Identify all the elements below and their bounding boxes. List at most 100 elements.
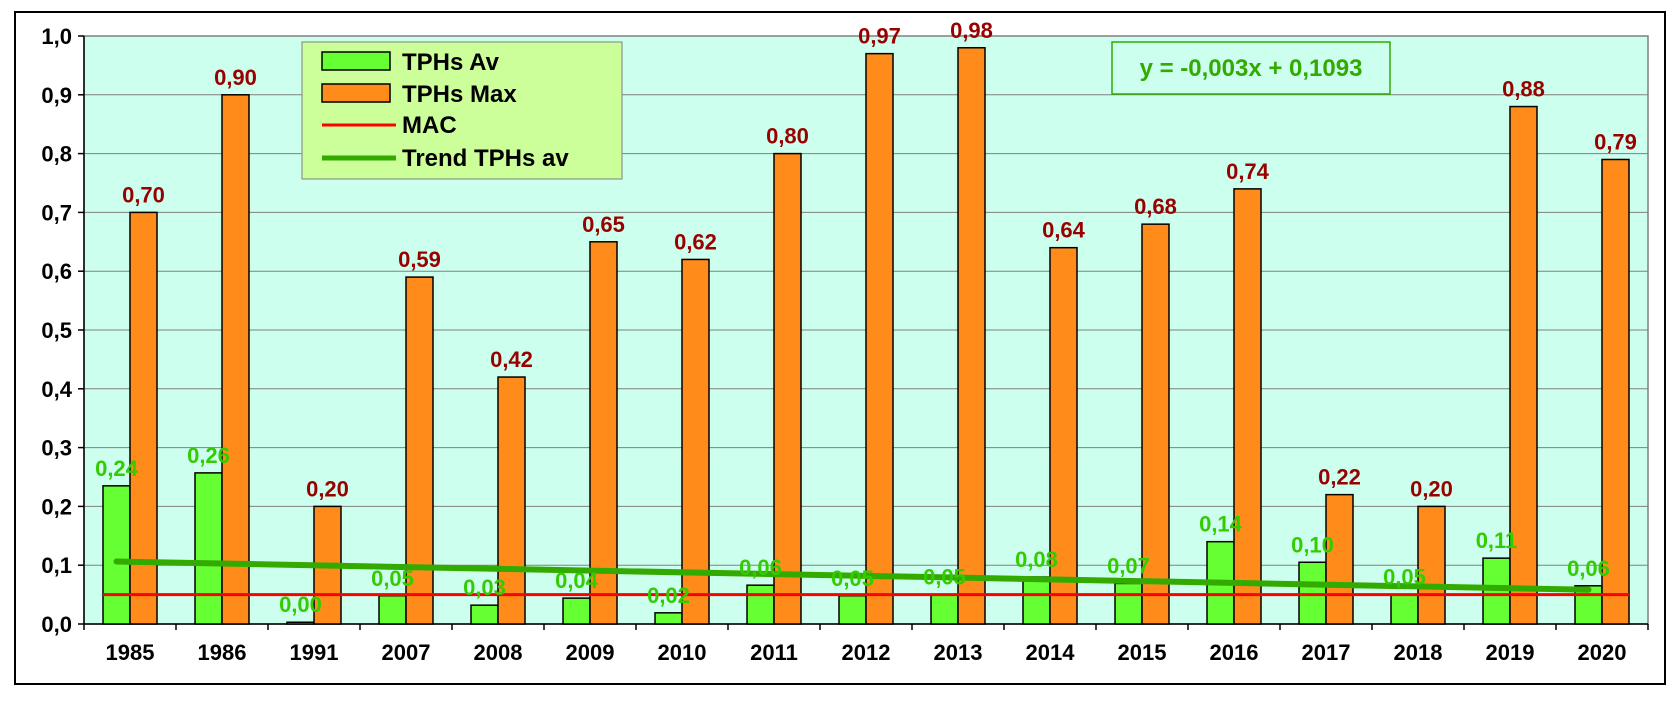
data-label-tphs-max: 0,74 [1226,159,1270,184]
legend-label-tphs-av: TPHs Av [402,49,500,76]
data-label-tphs-max: 0,68 [1134,194,1177,219]
data-label-tphs-max: 0,79 [1594,129,1637,154]
y-tick-label: 0,7 [41,200,72,225]
data-label-tphs-av: 0,07 [1107,553,1150,578]
bar-tphs-max [773,152,802,625]
y-tick-label: 0,9 [41,83,72,108]
data-labels: 0,24 0,70 0,26 0,90 0,00 0,20 0,05 0,59 0,03 0,42… [95,18,1637,617]
data-label-tphs-av: 0,06 [739,555,782,580]
y-tick-label: 0,5 [41,318,72,343]
bar-tphs-av [102,485,131,625]
x-tick-label: 2009 [566,640,615,665]
bar-tphs-max [865,52,894,625]
y-tick-label: 0,2 [41,494,72,519]
trend-equation-box [1111,41,1391,95]
trend-equation-label: y = -0,003x + 0,1093 [1140,55,1363,82]
x-axis-ticks: 1985 1986 1991 2007 2008 2009 2010 2011 2012 2013… [83,624,1649,665]
data-label-tphs-max: 0,62 [674,229,717,254]
y-tick-label: 0,1 [41,553,72,578]
data-label-tphs-av: 0,24 [95,456,139,481]
legend: TPHs Av TPHs Max MAC Trend TPHs av [301,41,623,180]
legend-swatch-tphs-av [321,51,391,71]
x-tick-label: 2019 [1486,640,1535,665]
data-label-tphs-av: 0,10 [1291,532,1334,557]
data-label-tphs-av: 0,05 [831,566,874,591]
bar-tphs-av [1114,582,1143,625]
trend-line [113,558,1592,593]
data-label-tphs-av: 0,06 [1567,556,1610,581]
legend-swatch-tphs-max [321,83,391,103]
bar-tphs-max [1233,188,1262,625]
y-tick-label: 0,6 [41,259,72,284]
data-label-tphs-max: 0,97 [858,24,901,49]
y-tick-label: 0,4 [41,377,72,402]
legend-label-trend: Trend TPHs av [402,145,569,172]
bar-tphs-max [1509,105,1538,625]
trend-equation: y = -0,003x + 0,1093 [1111,41,1391,95]
bar-tphs-max [589,241,618,625]
legend-label-tphs-max: TPHs Max [402,81,517,108]
x-tick-label: 2016 [1210,640,1259,665]
bar-tphs-av [838,595,867,625]
bar-tphs-max [957,47,986,625]
bar-tphs-max [129,211,158,625]
bar-tphs-av [562,597,591,625]
bar-tphs-av [194,472,223,625]
x-tick-label: 2020 [1578,640,1627,665]
bar-tphs-max [221,94,250,625]
bar-tphs-av [286,621,315,625]
x-tick-label: 2017 [1302,640,1351,665]
x-tick-label: 2014 [1026,640,1076,665]
data-label-tphs-max: 0,64 [1042,218,1086,243]
y-tick-label: 0,3 [41,436,72,461]
x-tick-label: 1985 [106,640,155,665]
data-label-tphs-av: 0,26 [187,443,230,468]
data-label-tphs-max: 0,88 [1502,77,1545,102]
data-label-tphs-max: 0,59 [398,247,441,272]
data-label-tphs-av: 0,05 [923,565,966,590]
data-label-tphs-max: 0,70 [122,182,165,207]
data-label-tphs-max: 0,22 [1318,465,1361,490]
lines [103,558,1629,597]
data-label-tphs-max: 0,65 [582,212,625,237]
x-tick-label: 2008 [474,640,523,665]
x-tick-label: 2010 [658,640,707,665]
bar-tphs-max [497,376,526,625]
data-label-tphs-av: 0,04 [555,568,599,593]
y-tick-label: 0,8 [41,142,72,167]
data-label-tphs-max: 0,20 [306,476,349,501]
bar-tphs-max [681,258,710,625]
x-tick-label: 2015 [1118,640,1167,665]
data-label-tphs-max: 0,90 [214,65,257,90]
data-label-tphs-av: 0,11 [1476,528,1518,553]
bar-tphs-max [1325,493,1354,625]
bar-tphs-max [1141,223,1170,625]
data-label-tphs-av: 0,14 [1199,512,1243,537]
bar-tphs-av [654,612,683,625]
bar-tphs-av [470,604,499,625]
x-tick-label: 2011 [750,640,798,665]
bar-tphs-av [746,584,775,625]
data-label-tphs-av: 0,03 [463,575,506,600]
data-label-tphs-max: 0,20 [1410,476,1453,501]
x-tick-label: 1991 [290,640,339,665]
bar-tphs-max [1601,158,1630,625]
data-label-tphs-av: 0,08 [1015,547,1058,572]
bar-tphs-av [930,593,959,625]
x-tick-label: 1986 [198,640,247,665]
data-label-tphs-max: 0,98 [950,18,993,43]
data-label-tphs-max: 0,42 [490,347,533,372]
data-label-tphs-av: 0,02 [647,583,690,608]
data-label-tphs-av: 0,05 [1383,565,1426,590]
bar-tphs-av [378,595,407,625]
x-tick-label: 2012 [842,640,891,665]
bars [102,47,1630,625]
data-label-tphs-av: 0,05 [371,566,414,591]
legend-label-mac: MAC [402,112,457,139]
x-tick-label: 2013 [934,640,983,665]
data-label-tphs-max: 0,80 [766,124,809,149]
data-label-tphs-av: 0,00 [279,592,322,617]
bar-tphs-av [1390,593,1419,625]
